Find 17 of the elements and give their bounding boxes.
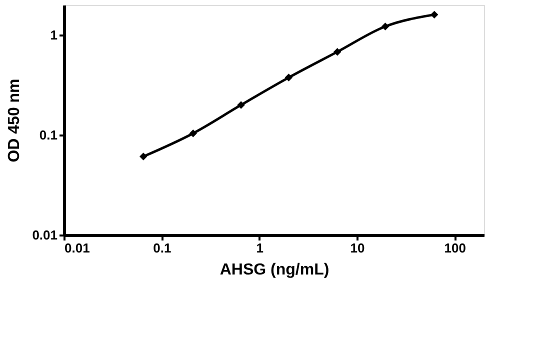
y-tick-label: 0.01 xyxy=(32,228,58,242)
point xyxy=(140,152,148,160)
point xyxy=(189,129,197,138)
y-axis-title: OD 450 nm xyxy=(6,78,24,162)
point xyxy=(381,22,390,30)
x-tick-label: 100 xyxy=(444,240,466,256)
y-tick-label: 0.1 xyxy=(39,128,58,143)
x-tick-label: 0.1 xyxy=(153,240,172,256)
x-axis-title: AHSG (ng/mL) xyxy=(220,262,330,278)
x-tick-label: 1 xyxy=(256,240,264,256)
point xyxy=(430,10,438,19)
point xyxy=(237,101,245,109)
point xyxy=(333,48,342,56)
x-tick-label: 10 xyxy=(350,240,365,256)
x-tick-label: 0.01 xyxy=(64,240,90,256)
y-tick-label: 1 xyxy=(50,28,58,43)
point xyxy=(284,74,293,82)
